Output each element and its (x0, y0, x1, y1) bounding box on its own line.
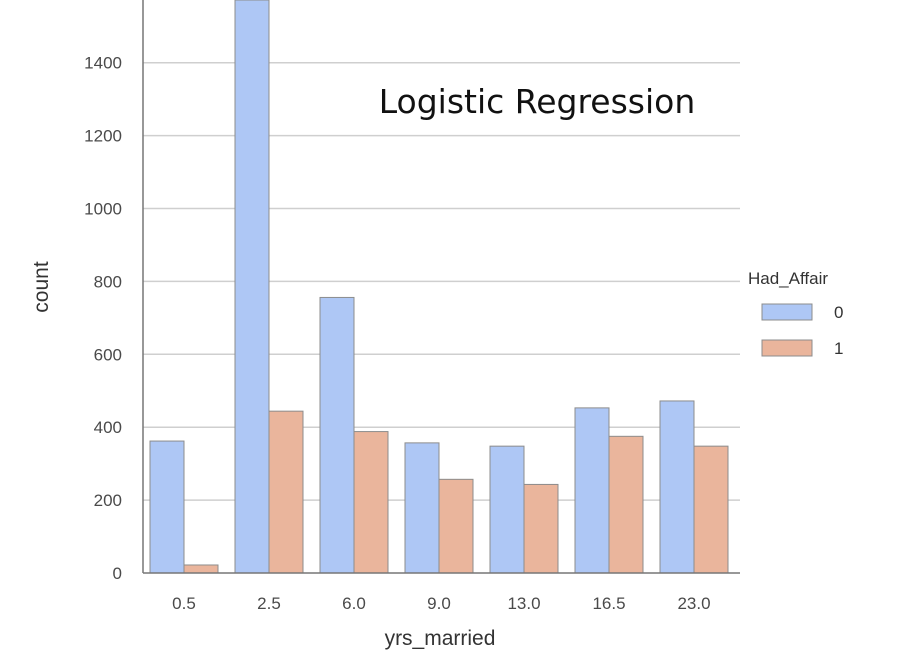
bar-series-0-6.0 (319, 296, 355, 574)
bar-series-0-16.5 (574, 407, 610, 574)
bar-series-1-6.0 (353, 431, 389, 574)
bar-series-0-2.5 (234, 0, 270, 574)
y-tick-label: 400 (94, 418, 122, 437)
legend-swatch-0 (761, 303, 813, 321)
legend-label-1: 1 (834, 339, 843, 358)
bar-series-0-13.0 (489, 445, 525, 574)
x-tick-label: 0.5 (172, 594, 196, 613)
x-tick-label: 6.0 (342, 594, 366, 613)
y-tick-label: 600 (94, 345, 122, 364)
bar-series-1-2.5 (268, 410, 304, 574)
legend-label-0: 0 (834, 303, 843, 322)
y-tick-label: 200 (94, 491, 122, 510)
legend-title: Had_Affair (748, 269, 828, 288)
bar-series-0-0.5 (149, 440, 185, 574)
y-tick-label: 800 (94, 272, 122, 291)
legend-swatch-1 (761, 339, 813, 357)
y-tick-label: 1400 (84, 54, 122, 73)
x-axis-label: yrs_married (385, 627, 496, 650)
chart-title: Logistic Regression (379, 82, 696, 121)
bars (149, 0, 729, 574)
bar-series-0-23.0 (659, 400, 695, 574)
x-tick-label: 16.5 (592, 594, 625, 613)
bar-series-1-16.5 (608, 435, 644, 574)
x-tick-labels: 0.5 2.5 6.0 9.0 13.0 16.5 23.0 (172, 594, 710, 613)
bar-series-1-9.0 (438, 478, 474, 574)
x-tick-label: 13.0 (507, 594, 540, 613)
bar-series-0-9.0 (404, 442, 440, 574)
x-tick-label: 2.5 (257, 594, 281, 613)
legend-items: 01 (761, 303, 843, 358)
x-tick-label: 23.0 (677, 594, 710, 613)
y-axis-label: count (30, 261, 53, 313)
gridlines (143, 61, 740, 501)
bar-series-1-0.5 (183, 564, 219, 574)
axes (142, 0, 740, 574)
bar-series-1-23.0 (693, 445, 729, 574)
y-tick-label: 1200 (84, 127, 122, 146)
y-tick-label: 1000 (84, 200, 122, 219)
legend: Had_Affair 01 (748, 269, 843, 358)
y-tick-label: 0 (113, 564, 122, 583)
bar-series-1-13.0 (523, 483, 559, 574)
x-tick-label: 9.0 (427, 594, 451, 613)
y-tick-labels: 0 200 400 600 800 1000 1200 1400 (84, 54, 122, 583)
